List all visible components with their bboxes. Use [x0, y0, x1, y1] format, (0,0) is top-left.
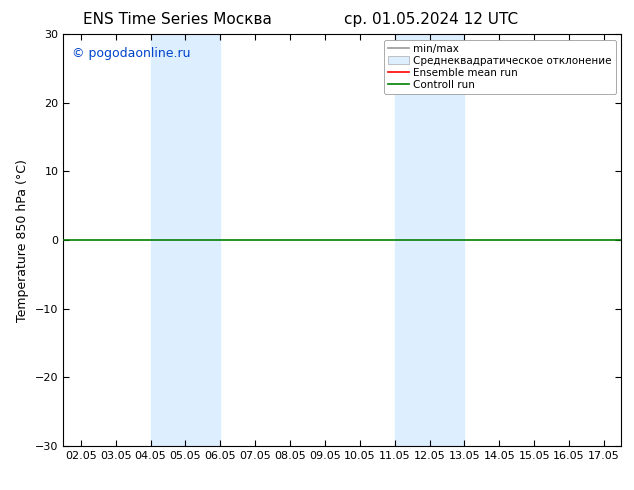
- Legend: min/max, Среднеквадратическое отклонение, Ensemble mean run, Controll run: min/max, Среднеквадратическое отклонение…: [384, 40, 616, 94]
- Text: ср. 01.05.2024 12 UTC: ср. 01.05.2024 12 UTC: [344, 12, 518, 27]
- Text: © pogodaonline.ru: © pogodaonline.ru: [72, 47, 190, 60]
- Text: ENS Time Series Москва: ENS Time Series Москва: [83, 12, 272, 27]
- Bar: [150, 34, 221, 446]
- Bar: [394, 34, 464, 446]
- Y-axis label: Temperature 850 hPa (°C): Temperature 850 hPa (°C): [16, 159, 30, 321]
